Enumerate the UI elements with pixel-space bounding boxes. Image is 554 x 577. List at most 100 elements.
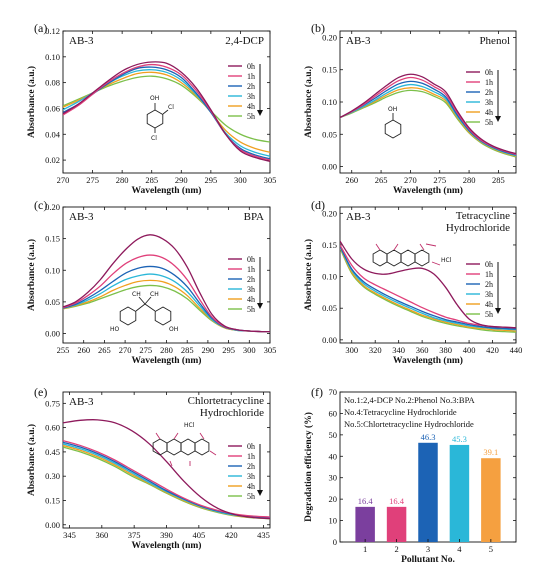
y-tick-label: 70 [329,387,338,397]
legend-label-1h: 1h [247,452,255,461]
x-axis-label: Wavelength (nm) [393,185,463,196]
x-tick-label: 280 [463,175,476,185]
y-tick-label: 40 [329,451,338,461]
series-line-3h [63,69,270,157]
y-tick-label: 0.15 [45,495,60,505]
x-tick-label: 295 [222,345,235,355]
bond [375,243,441,266]
y-tick-label: 0.75 [45,398,60,408]
y-axis-label: Degradation efficiency (%) [303,412,314,522]
x-tick-label: 360 [95,530,108,540]
y-tick-label: 0.20 [322,32,337,42]
chart-title-line-2: Hydrochloride [200,407,264,419]
y-tick-label: 0 [333,537,337,547]
benzene-ring [119,306,137,326]
x-tick-label: 340 [392,345,405,355]
x-tick-label: 300 [243,345,256,355]
y-tick-label: 0.45 [45,447,60,457]
chart-title-line-1: Chlortetracycline [188,395,264,407]
panel-label: (a) [34,21,47,35]
x-tick-label: 440 [510,345,523,355]
series-group [63,61,270,163]
y-tick-label: 30 [329,473,338,483]
x-axis-label: Wavelength (nm) [132,185,202,196]
x-tick-label: 290 [202,345,215,355]
atom-label-ch3: CH [150,291,159,298]
ring [372,249,388,267]
series-group [340,240,516,333]
x-tick-label: 260 [345,175,358,185]
panel-4: 0.00 0.05 0.10 0.15 0.20 300 320 340 360 380 400 42… [303,198,522,366]
atom-label-hcl: HCl [184,422,195,429]
series-group [63,234,270,333]
atom-label-cl: Cl [151,135,157,142]
trend-arrow-head [495,308,501,314]
x-tick-label: 405 [192,530,205,540]
x-tick-label: 275 [86,175,99,185]
panel-2: 0.00 0.05 0.10 0.15 0.20 260 265 270 275 280 285 Wa… [303,21,517,196]
x-tick-label: 2 [394,544,398,554]
legend-label-2h: 2h [247,275,255,284]
x-tick-label: 265 [98,345,111,355]
legend-label-2h: 2h [485,280,493,289]
x-tick-label: 1 [363,544,367,554]
legend-label-5h: 5h [485,118,493,127]
ring [166,438,182,456]
x-tick-label: 300 [345,345,358,355]
y-tick-label: 0.08 [45,78,60,88]
y-tick-label: 0.30 [45,471,60,481]
y-tick-label: 0.15 [45,234,60,244]
x-tick-label: 400 [463,345,476,355]
y-tick-label: 0.05 [322,129,337,139]
legend-label-3h: 3h [247,92,255,101]
bar-5 [481,458,501,542]
sample-label: AB-3 [69,35,94,47]
x-axis-label: Wavelength (nm) [132,540,202,551]
legend-label-2h: 2h [247,462,255,471]
y-axis-label: Absorbance (a.u.) [26,239,37,311]
sample-label: AB-3 [69,396,94,408]
legend-label-4h: 4h [247,102,255,111]
x-tick-label: 255 [57,345,70,355]
bond [144,296,152,305]
bar-4 [449,444,470,542]
x-tick-label: 300 [234,175,247,185]
ring [152,438,168,456]
x-tick-label: 275 [433,175,446,185]
trend-arrow-head [257,490,263,496]
legend-note-1: No.1:2,4-DCP No.2:Phenol No.3:BPA [344,395,476,405]
x-tick-label: 305 [264,175,277,185]
legend-label-2h: 2h [485,88,493,97]
series-line-4h [63,71,270,153]
bar-value-label-2: 16.4 [389,496,405,506]
benzene-ring [154,306,172,326]
bar-value-label-4: 45.3 [452,434,467,444]
y-axis-label: Absorbance (a.u.) [26,424,37,496]
y-tick-label: 0.00 [45,520,60,530]
atom-label-ch3: CH [132,291,141,298]
panel-label: (b) [311,21,325,35]
y-tick-label: 0.00 [45,329,60,339]
y-axis-label: Absorbance (a.u.) [26,66,37,138]
y-tick-label: 20 [329,494,338,504]
y-tick-label: 10 [329,516,338,526]
series-group [340,73,516,158]
x-tick-label: 390 [160,530,173,540]
x-tick-label: 305 [264,345,277,355]
panel-label: (d) [311,198,325,212]
legend-label-4h: 4h [247,295,255,304]
structure-phenol: OH [384,106,402,139]
bond [162,109,169,115]
atom-label-oh: OH [150,95,159,102]
panel-label: (f) [311,385,323,399]
x-tick-label: 420 [486,345,499,355]
y-tick-label: 60 [329,408,338,418]
chart-title-line-2: Hydrochloride [446,222,510,234]
legend-label-1h: 1h [485,270,493,279]
y-tick-label: 0.20 [45,202,60,212]
sample-label: AB-3 [346,211,371,223]
bond [144,303,156,312]
sample-label: AB-3 [69,211,94,223]
y-tick-label: 0.00 [322,162,337,172]
